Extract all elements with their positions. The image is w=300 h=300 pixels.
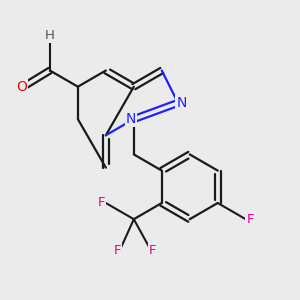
Text: N: N: [176, 96, 187, 110]
Text: H: H: [45, 29, 55, 42]
Text: F: F: [114, 244, 122, 256]
Text: O: O: [16, 80, 27, 94]
Text: N: N: [126, 112, 136, 126]
Text: F: F: [246, 213, 254, 226]
Text: F: F: [98, 196, 105, 209]
Text: F: F: [149, 244, 157, 256]
